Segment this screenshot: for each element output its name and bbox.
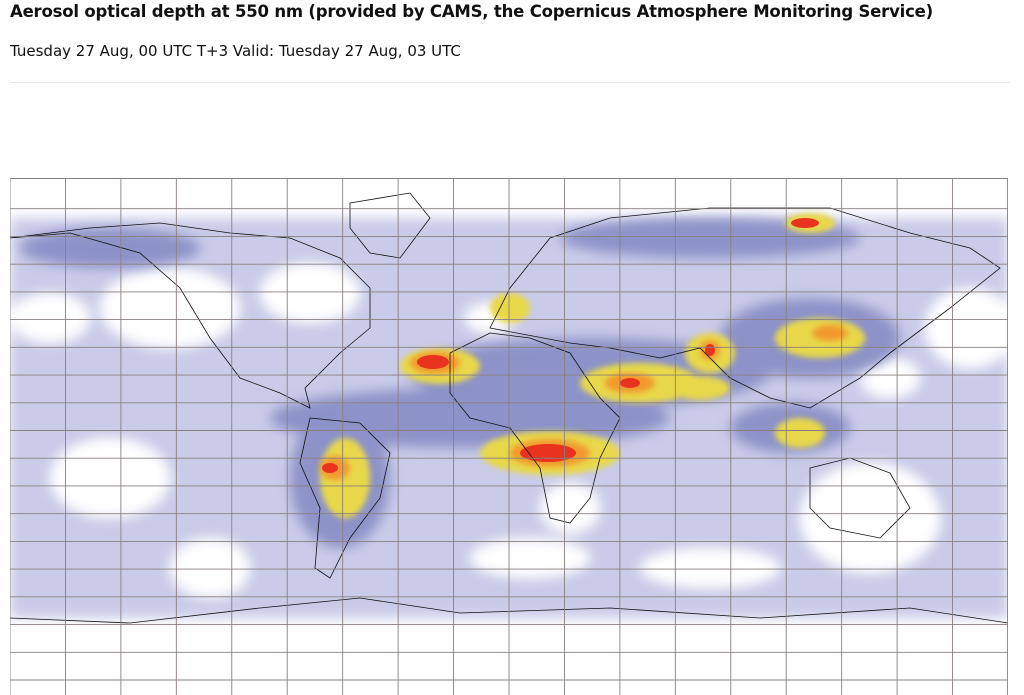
aerosol-map: [10, 178, 1008, 695]
separator: [10, 82, 1010, 83]
page-subtitle: Tuesday 27 Aug, 00 UTC T+3 Valid: Tuesda…: [10, 42, 461, 60]
aerosol-extreme: [322, 218, 819, 473]
page-title: Aerosol optical depth at 550 nm (provide…: [10, 2, 934, 21]
graticule-lines: [10, 178, 1008, 695]
